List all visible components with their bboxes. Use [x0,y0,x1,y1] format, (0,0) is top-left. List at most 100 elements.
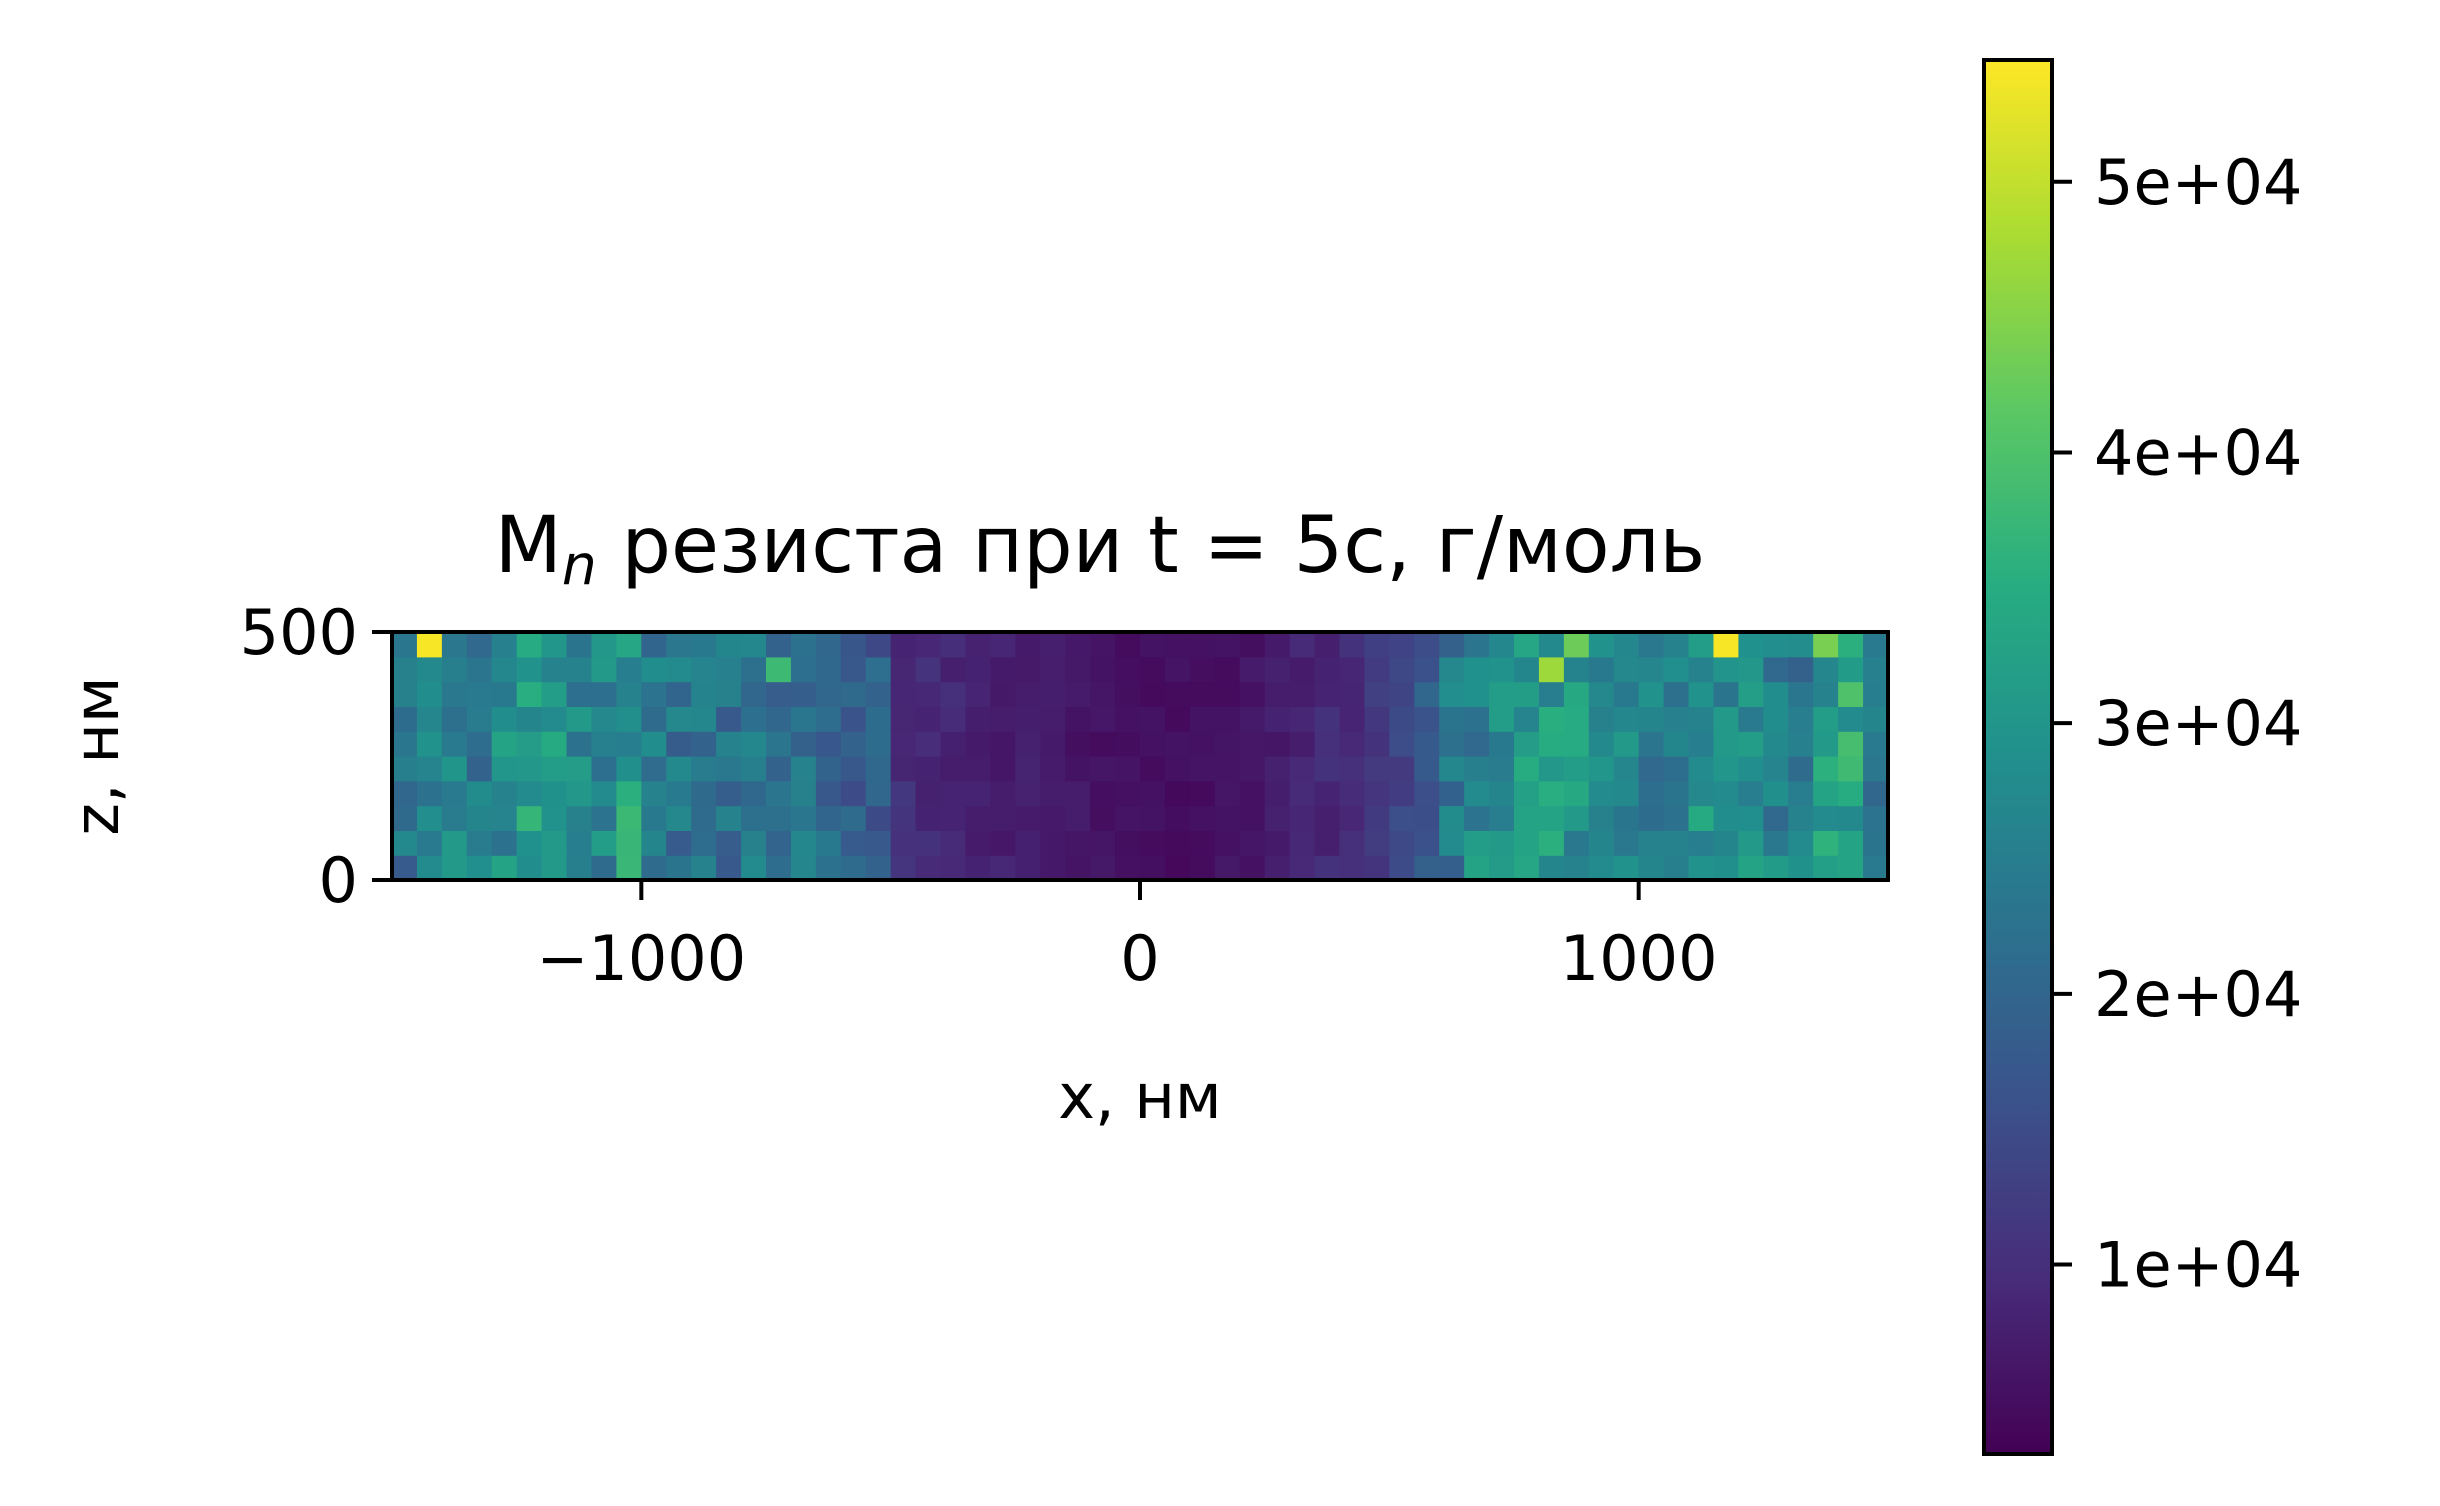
heatmap-cell [815,681,842,707]
heatmap-cell [990,756,1016,782]
heatmap-cell [1688,731,1715,757]
heatmap-cell [1563,805,1590,831]
heatmap-cell [1563,632,1590,658]
heatmap-cell [1414,656,1440,683]
heatmap-cell [940,756,967,782]
heatmap-cell [890,632,917,658]
heatmap-cell [1439,830,1465,856]
heatmap-cell [766,656,792,683]
heatmap-cell [1164,656,1191,683]
heatmap-cell [1314,756,1341,782]
heatmap-cell [1838,656,1864,683]
heatmap-cell [1813,731,1839,757]
heatmap-cell [591,855,617,881]
heatmap-cell [1239,830,1266,856]
chart-title-subscript: n [562,533,597,597]
heatmap-cell [1140,855,1166,881]
heatmap-cell [591,681,617,707]
heatmap-cell [566,830,593,856]
heatmap-cell [1389,706,1415,732]
y-tick-label: 500 [240,596,358,669]
heatmap-cell [1638,681,1665,707]
heatmap-cell [1364,706,1390,732]
heatmap-cell [1314,632,1341,658]
heatmap-cell [416,805,443,831]
x-axis-label: x, нм [1058,1060,1221,1133]
heatmap-cell [1040,681,1066,707]
heatmap-cell [840,855,867,881]
heatmap-cell [1464,855,1490,881]
heatmap-cell [666,805,692,831]
heatmap-cell [1763,706,1789,732]
heatmap-cell [1115,731,1141,757]
heatmap-cell [1588,656,1615,683]
heatmap-cell [766,706,792,732]
heatmap-cell [766,855,792,881]
heatmap-cell [1264,855,1291,881]
heatmap-cell [790,830,817,856]
heatmap-cell [1713,855,1739,881]
heatmap-cell [1364,855,1390,881]
heatmap-cell [1588,855,1615,881]
heatmap-cell [1613,656,1640,683]
heatmap-cell [990,706,1016,732]
heatmap-cell [1538,756,1565,782]
heatmap-cell [1239,656,1266,683]
heatmap-cell [840,731,867,757]
heatmap-cell [1189,780,1216,807]
heatmap-cell [441,805,468,831]
heatmap-cell [1239,805,1266,831]
colorbar [1982,58,2054,1456]
heatmap-cell [890,731,917,757]
colorbar-tick-label: 4e+04 [2094,416,2302,489]
heatmap-cell [1813,681,1839,707]
heatmap-cell [466,656,493,683]
heatmap-cell [1314,681,1341,707]
heatmap-cell [990,855,1016,881]
heatmap-cell [1563,656,1590,683]
heatmap-cell [1738,681,1764,707]
heatmap-cell [1164,780,1191,807]
heatmap-cell [1663,830,1690,856]
heatmap-cell [1289,681,1316,707]
heatmap-cell [741,731,767,757]
heatmap-cell [591,780,617,807]
heatmap-cell [865,632,892,658]
heatmap-cell [965,805,991,831]
heatmap-cell [940,780,967,807]
heatmap-cell [1563,855,1590,881]
heatmap-cell [1788,805,1814,831]
heatmap-cell [1638,805,1665,831]
heatmap-cell [416,706,443,732]
heatmap-cell [716,706,742,732]
heatmap-cell [1688,805,1715,831]
heatmap-cell [491,656,518,683]
heatmap-cell [716,656,742,683]
heatmap-cell [741,681,767,707]
heatmap-cell [1663,780,1690,807]
heatmap-cell [1464,656,1490,683]
heatmap-cell [1713,706,1739,732]
heatmap-cell [1339,756,1365,782]
heatmap-cell [1464,780,1490,807]
heatmap-cell [441,706,468,732]
heatmap-cell [591,656,617,683]
heatmap-cell [1115,656,1141,683]
heatmap-cell [1638,731,1665,757]
heatmap-cell [1713,656,1739,683]
heatmap-cell [1514,830,1540,856]
heatmap-cell [840,780,867,807]
heatmap-cell [641,805,667,831]
heatmap-cell [1514,780,1540,807]
heatmap-cell [1813,830,1839,856]
heatmap-cell [591,830,617,856]
heatmap-cell [1538,830,1565,856]
heatmap-cell [1140,780,1166,807]
heatmap-cell [1514,681,1540,707]
heatmap-cell [915,756,942,782]
heatmap-cell [1439,681,1465,707]
heatmap-cell [1713,632,1739,658]
heatmap-cell [1065,780,1091,807]
heatmap-cell [1314,805,1341,831]
heatmap-cell [890,706,917,732]
